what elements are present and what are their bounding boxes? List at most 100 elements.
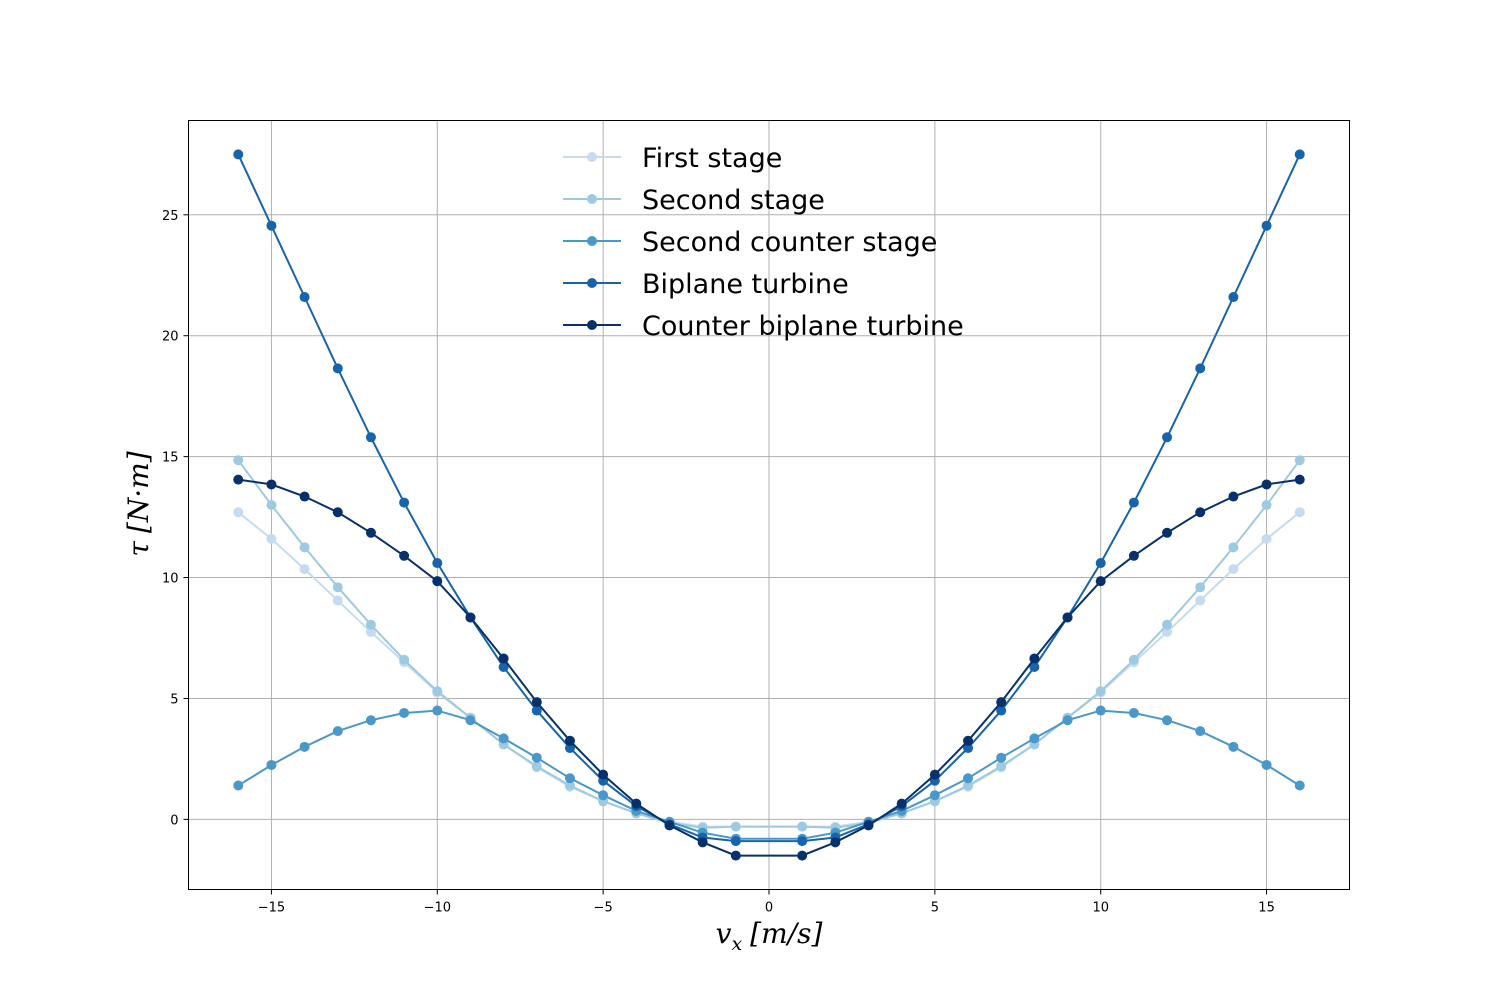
data-point bbox=[963, 780, 974, 791]
data-point bbox=[299, 564, 310, 575]
data-point bbox=[365, 527, 376, 538]
data-point bbox=[664, 820, 675, 831]
data-point bbox=[1261, 479, 1272, 490]
data-point bbox=[963, 735, 974, 746]
data-point bbox=[730, 850, 741, 861]
data-point bbox=[399, 654, 410, 665]
data-point bbox=[432, 705, 443, 716]
data-point bbox=[797, 850, 808, 861]
data-point bbox=[929, 790, 940, 801]
data-point bbox=[1029, 733, 1040, 744]
data-point bbox=[399, 497, 410, 508]
data-point bbox=[1228, 542, 1239, 553]
y-tick-label: 25 bbox=[162, 209, 179, 224]
data-point bbox=[996, 752, 1007, 763]
x-tick-label: 10 bbox=[1092, 901, 1109, 916]
legend-item: Second stage bbox=[563, 185, 825, 216]
data-point bbox=[365, 715, 376, 726]
data-point bbox=[830, 837, 841, 848]
data-point bbox=[233, 474, 244, 485]
y-tick-label: 15 bbox=[162, 451, 179, 466]
x-axis-label-unit: [m/s] bbox=[750, 917, 822, 950]
legend-item: Biplane turbine bbox=[563, 269, 849, 300]
data-point bbox=[598, 769, 609, 780]
series-2 bbox=[233, 455, 1305, 833]
data-point bbox=[564, 735, 575, 746]
data-point bbox=[531, 761, 542, 772]
data-point bbox=[365, 626, 376, 637]
data-point bbox=[797, 821, 808, 832]
data-point bbox=[1095, 686, 1106, 697]
legend-item: Counter biplane turbine bbox=[563, 311, 964, 342]
data-point bbox=[266, 479, 277, 490]
data-point bbox=[996, 761, 1007, 772]
y-tick-label: 0 bbox=[170, 813, 178, 828]
x-tick-label: 0 bbox=[765, 901, 773, 916]
data-point bbox=[1162, 432, 1173, 443]
legend-label: Biplane turbine bbox=[642, 269, 849, 300]
data-point bbox=[996, 697, 1007, 708]
data-point bbox=[233, 780, 244, 791]
data-point bbox=[1062, 612, 1073, 623]
legend-label: Second stage bbox=[642, 185, 825, 216]
data-point bbox=[498, 653, 509, 664]
data-point bbox=[963, 773, 974, 784]
legend-swatch-marker bbox=[587, 194, 597, 204]
data-point bbox=[233, 455, 244, 466]
data-point bbox=[299, 292, 310, 303]
x-axis-label: vx [m/s] bbox=[716, 917, 823, 955]
data-point bbox=[1162, 715, 1173, 726]
tick-marks: −15 −10 −5 0 5 10 15 0 5 10 15 20 25 bbox=[162, 209, 1275, 916]
data-point bbox=[531, 697, 542, 708]
data-point bbox=[697, 837, 708, 848]
data-point bbox=[730, 821, 741, 832]
data-point bbox=[1261, 533, 1272, 544]
series-5 bbox=[233, 474, 1305, 861]
data-point bbox=[1294, 455, 1305, 466]
data-point bbox=[332, 582, 343, 593]
series-line bbox=[237, 153, 1301, 843]
data-point bbox=[266, 500, 277, 510]
data-point bbox=[1128, 707, 1139, 718]
data-point bbox=[564, 743, 575, 754]
data-point bbox=[1029, 653, 1040, 664]
legend-swatch-marker bbox=[587, 152, 597, 162]
data-point bbox=[1062, 715, 1073, 726]
data-point bbox=[332, 595, 343, 606]
data-point bbox=[465, 612, 476, 623]
data-point bbox=[929, 769, 940, 780]
data-point bbox=[432, 576, 443, 587]
series-group bbox=[233, 149, 1305, 861]
data-point bbox=[365, 619, 376, 630]
legend-label: Counter biplane turbine bbox=[642, 311, 964, 342]
legend-label: First stage bbox=[642, 143, 782, 174]
data-point bbox=[266, 759, 277, 770]
x-tick-label: −10 bbox=[424, 901, 451, 916]
data-point bbox=[1128, 550, 1139, 561]
data-point bbox=[332, 507, 343, 518]
data-point bbox=[1162, 626, 1173, 637]
data-point bbox=[1162, 619, 1173, 630]
data-point bbox=[266, 533, 277, 544]
data-point bbox=[1261, 220, 1272, 231]
data-point bbox=[1162, 527, 1173, 538]
y-tick-label: 5 bbox=[170, 692, 178, 707]
legend-swatch-marker bbox=[587, 278, 597, 288]
data-point bbox=[1029, 662, 1040, 673]
data-point bbox=[1228, 292, 1239, 303]
data-point bbox=[896, 798, 907, 809]
legend-item: Second counter stage bbox=[563, 227, 937, 258]
data-point bbox=[399, 707, 410, 718]
x-tick-label: 15 bbox=[1258, 901, 1275, 916]
data-point bbox=[1195, 363, 1206, 374]
data-point bbox=[1128, 497, 1139, 508]
data-point bbox=[332, 726, 343, 737]
data-point bbox=[498, 733, 509, 744]
data-point bbox=[365, 432, 376, 443]
data-point bbox=[1128, 654, 1139, 665]
x-tick-label: −5 bbox=[594, 901, 613, 916]
data-point bbox=[531, 705, 542, 716]
x-tick-label: −15 bbox=[258, 901, 285, 916]
data-point bbox=[564, 773, 575, 784]
data-point bbox=[299, 741, 310, 752]
